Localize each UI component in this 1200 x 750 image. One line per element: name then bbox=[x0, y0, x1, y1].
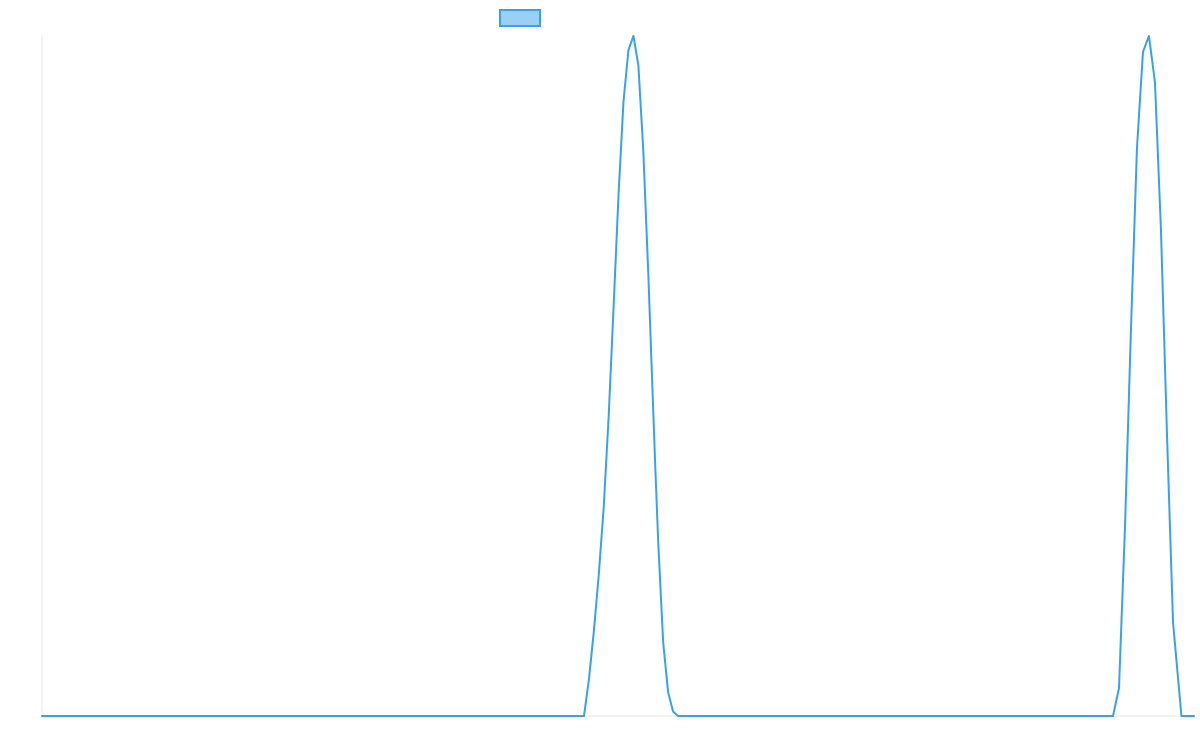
series-layer bbox=[41, 35, 1195, 717]
legend-layer bbox=[499, 9, 541, 27]
series-line-1 bbox=[41, 35, 1195, 717]
axes-layer bbox=[41, 36, 1194, 717]
legend-swatch[interactable] bbox=[499, 9, 541, 27]
